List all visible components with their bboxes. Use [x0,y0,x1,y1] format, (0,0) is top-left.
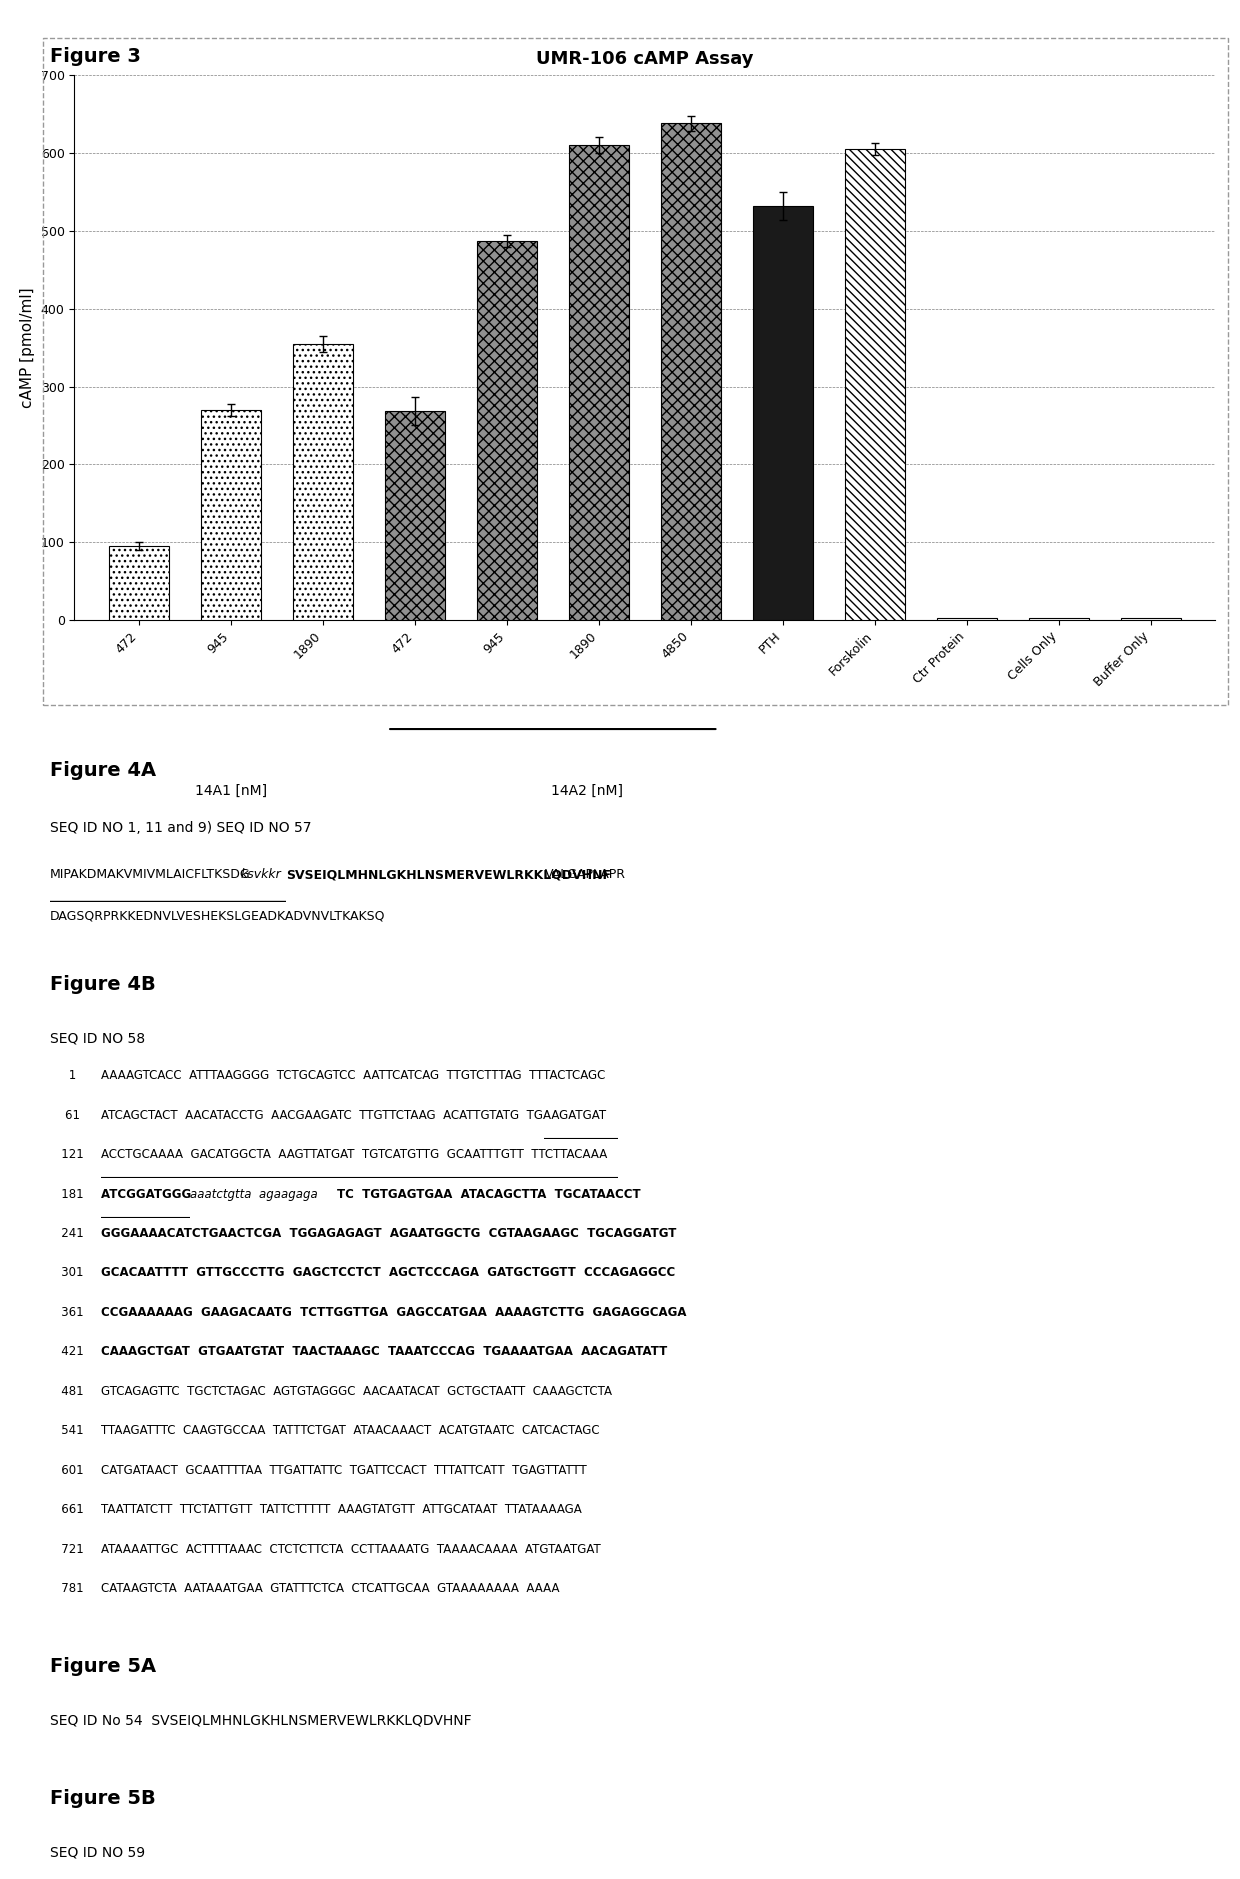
Bar [477,241,537,620]
Bar [293,344,352,620]
Text: 481: 481 [50,1385,87,1398]
Text: MIPAKDMAKVMIVMLAICFLTKSDG: MIPAKDMAKVMIVMLAICFLTKSDG [50,868,250,881]
Text: 721: 721 [50,1543,87,1556]
Text: 181: 181 [50,1188,87,1201]
Text: 241: 241 [50,1227,87,1240]
Text: ksvkkr: ksvkkr [241,868,281,881]
Text: SEQ ID NO 58: SEQ ID NO 58 [50,1032,145,1045]
Text: Figure 3: Figure 3 [50,47,140,66]
Text: Figure 5B: Figure 5B [50,1789,155,1808]
Text: SEQ ID NO 59: SEQ ID NO 59 [50,1845,145,1858]
Text: ATCGGATGGG: ATCGGATGGG [102,1188,200,1201]
Text: TC  TGTGAGTGAA  ATACAGCTTA  TGCATAACCT: TC TGTGAGTGAA ATACAGCTTA TGCATAACCT [337,1188,641,1201]
Text: AAAAGTCACC  ATTTAAGGGG  TCTGCAGTCC  AATTCATCAG  TTGTCTTTAG  TTTACTCAGC: AAAAGTCACC ATTTAAGGGG TCTGCAGTCC AATTCAT… [102,1069,605,1082]
Text: ACCTGCAAAA  GACATGGCTA  AAGTTATGAT  TGTCATGTTG  GCAATTTGTT  TTCTTACAAA: ACCTGCAAAA GACATGGCTA AAGTTATGAT TGTCATG… [102,1148,608,1161]
Bar [1029,618,1089,620]
Text: GCACAATTTT  GTTGCCCTTG  GAGCTCCTCT  AGCTCCCAGA  GATGCTGGTT  CCCAGAGGCC: GCACAATTTT GTTGCCCTTG GAGCTCCTCT AGCTCCC… [102,1266,676,1280]
Text: 1: 1 [50,1069,79,1082]
Text: 61: 61 [50,1109,83,1122]
Text: 541: 541 [50,1424,87,1437]
Text: GGGAAAACATCTGAACTCGA  TGGAGAGAGT  AGAATGGCTG  CGTAAGAAGC  TGCAGGATGT: GGGAAAACATCTGAACTCGA TGGAGAGAGT AGAATGGC… [102,1227,677,1240]
Bar [569,145,629,620]
Bar [1121,618,1180,620]
Text: 14A1 [nM]: 14A1 [nM] [195,784,267,797]
Text: SEQ ID NO 1, 11 and 9) SEQ ID NO 57: SEQ ID NO 1, 11 and 9) SEQ ID NO 57 [50,821,311,834]
Text: CATGATAACT  GCAATTTTAA  TTGATTATTC  TGATTCCACT  TTTATTCATT  TGAGTTATTT: CATGATAACT GCAATTTTAA TTGATTATTC TGATTCC… [102,1464,587,1477]
Bar [109,547,169,620]
Text: TAATTATCTT  TTCTATTGTT  TATTCTTTTT  AAAGTATGTT  ATTGCATAAT  TTATAAAAGA: TAATTATCTT TTCTATTGTT TATTCTTTTT AAAGTAT… [102,1503,582,1516]
Text: Figure 5A: Figure 5A [50,1657,156,1676]
Text: ATAAAATTGC  ACTTTTAAAC  CTCTCTTCTA  CCTTAAAATG  TAAAACAAAA  ATGTAATGAT: ATAAAATTGC ACTTTTAAAC CTCTCTTCTA CCTTAAA… [102,1543,601,1556]
Text: 421: 421 [50,1345,87,1359]
Text: Figure 4B: Figure 4B [50,975,155,994]
Text: CCGAAAAAAG  GAAGACAATG  TCTTGGTTGA  GAGCCATGAA  AAAAGTCTTG  GAGAGGCAGA: CCGAAAAAAG GAAGACAATG TCTTGGTTGA GAGCCAT… [102,1306,687,1319]
Text: 601: 601 [50,1464,87,1477]
Bar [661,124,720,620]
Title: UMR-106 cAMP Assay: UMR-106 cAMP Assay [536,51,754,68]
Text: 361: 361 [50,1306,87,1319]
Bar [844,148,905,620]
Bar [937,618,997,620]
Bar [753,207,812,620]
Text: CAAAGCTGAT  GTGAATGTAT  TAACTAAAGC  TAAATCCCAG  TGAAAATGAA  AACAGATATT: CAAAGCTGAT GTGAATGTAT TAACTAAAGC TAAATCC… [102,1345,667,1359]
Text: GTCAGAGTTC  TGCTCTAGAC  AGTGTAGGGC  AACAATACAT  GCTGCTAATT  CAAAGCTCTA: GTCAGAGTTC TGCTCTAGAC AGTGTAGGGC AACAATA… [102,1385,613,1398]
Bar [384,412,445,620]
Text: DAGSQRPRKKEDNVLVESHEKSLGEADKADVNVLTKAKSQ: DAGSQRPRKKEDNVLVESHEKSLGEADKADVNVLTKAKSQ [50,909,386,923]
Text: 661: 661 [50,1503,87,1516]
Text: 14A2 [nM]: 14A2 [nM] [552,784,624,797]
Bar [201,410,260,620]
Text: 781: 781 [50,1582,87,1595]
Text: Figure 4A: Figure 4A [50,761,156,780]
Text: TTAAGATTTC  CAAGTGCCAA  TATTTCTGAT  ATAACAAACT  ACATGTAATC  CATCACTAGC: TTAAGATTTC CAAGTGCCAA TATTTCTGAT ATAACAA… [102,1424,600,1437]
Y-axis label: cAMP [pmol/ml]: cAMP [pmol/ml] [20,287,35,408]
Text: CATAAGTCTA  AATAAATGAA  GTATTTCTCA  CTCATTGCAA  GTAAAAAAAA  AAAA: CATAAGTCTA AATAAATGAA GTATTTCTCA CTCATTG… [102,1582,559,1595]
Text: aaatctgtta  agaagaga: aaatctgtta agaagaga [190,1188,317,1201]
Text: SVSEIQLMHNLGKHLNSMERVEWLRKKLQDVHNF: SVSEIQLMHNLGKHLNSMERVEWLRKKLQDVHNF [286,868,611,881]
Text: 121: 121 [50,1148,87,1161]
Text: ATCAGCTACT  AACATACCTG  AACGAAGATC  TTGTTCTAAG  ACATTGTATG  TGAAGATGAT: ATCAGCTACT AACATACCTG AACGAAGATC TTGTTCT… [102,1109,606,1122]
Text: 301: 301 [50,1266,87,1280]
Text: VALGAPLAPR: VALGAPLAPR [546,868,626,881]
Text: SEQ ID No 54  SVSEIQLMHNLGKHLNSMERVEWLRKKLQDVHNF: SEQ ID No 54 SVSEIQLMHNLGKHLNSMERVEWLRKK… [50,1714,471,1727]
